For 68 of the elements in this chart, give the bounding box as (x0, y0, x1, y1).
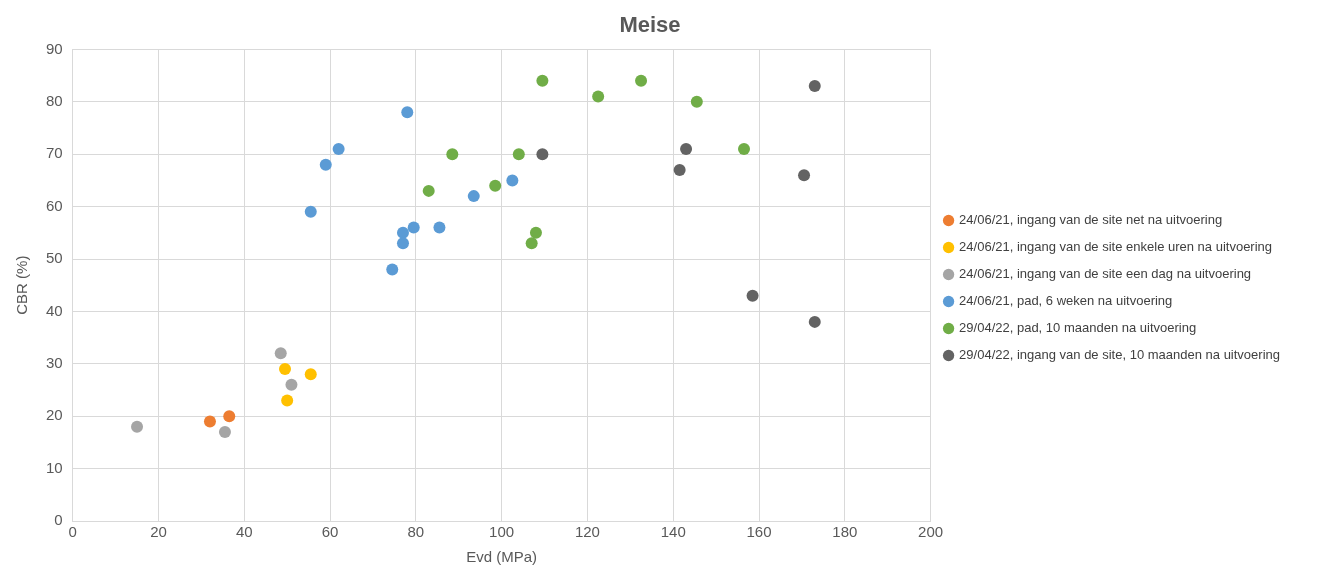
point (529, 226, 542, 239)
point (386, 263, 399, 276)
x-tick-label: 200 (918, 523, 944, 541)
point (304, 205, 317, 218)
y-axis-title: CBR (%) (13, 255, 31, 315)
point (218, 425, 231, 438)
point (285, 378, 298, 391)
legend-label: 24/06/21, ingang van de site enkele uren na uitvoering (959, 239, 1273, 255)
y-tick-label: 50 (46, 249, 63, 267)
y-tick-label: 0 (54, 511, 63, 529)
x-tick-label: 60 (321, 523, 339, 541)
point (396, 237, 409, 250)
legend-label: 24/06/21, ingang van de site een dag na uitvoering (959, 266, 1252, 282)
y-tick-label: 80 (46, 91, 63, 109)
y-tick-label: 60 (46, 196, 63, 214)
point (281, 394, 294, 407)
point (446, 148, 459, 161)
point (467, 190, 480, 203)
point (808, 80, 821, 93)
point (274, 347, 287, 360)
x-tick-label: 180 (832, 523, 858, 541)
point (131, 420, 144, 433)
y-tick-label: 90 (46, 39, 63, 57)
point (592, 90, 605, 103)
x-tick-label: 140 (660, 523, 686, 541)
y-tick-label: 20 (46, 406, 63, 424)
x-tick-label: 80 (407, 523, 425, 541)
point (536, 148, 549, 161)
point (690, 95, 703, 108)
point (396, 226, 409, 239)
point (304, 368, 317, 381)
point (223, 410, 236, 423)
point (433, 221, 446, 234)
legend-label: 29/04/22, ingang van de site, 10 maanden na uitvoering (959, 347, 1280, 363)
x-axis-title: Evd (MPa) (466, 548, 538, 566)
point (798, 169, 811, 182)
point (332, 142, 345, 155)
legend-label: 24/06/21, pad, 6 weken na uitvoering (959, 293, 1173, 309)
y-tick-label: 40 (46, 301, 63, 319)
point (808, 315, 821, 328)
point (536, 74, 549, 87)
point (279, 363, 292, 376)
point (512, 148, 525, 161)
legend-label: 24/06/21, ingang van de site net na uitvoering (959, 212, 1223, 228)
x-tick-label: 20 (150, 523, 167, 541)
point (319, 158, 332, 171)
point (407, 221, 420, 234)
point (489, 179, 502, 192)
legend-label: 29/04/22, pad, 10 maanden na uitvoering (959, 320, 1197, 336)
point (422, 184, 435, 197)
point (525, 237, 538, 250)
point (673, 163, 686, 176)
point (203, 415, 216, 428)
point (635, 74, 648, 87)
x-tick-label: 160 (746, 523, 772, 541)
x-tick-label: 40 (235, 523, 253, 541)
point (680, 142, 693, 155)
x-tick-label: 100 (489, 523, 515, 541)
point (506, 174, 519, 187)
y-tick-label: 10 (46, 458, 63, 476)
y-tick-label: 70 (46, 144, 63, 162)
x-tick-label: 0 (68, 523, 77, 541)
chart-title: Meise (619, 12, 681, 38)
point (746, 289, 759, 302)
y-tick-label: 30 (46, 353, 63, 371)
point (401, 106, 414, 119)
point (738, 142, 750, 155)
x-tick-label: 120 (574, 523, 600, 541)
